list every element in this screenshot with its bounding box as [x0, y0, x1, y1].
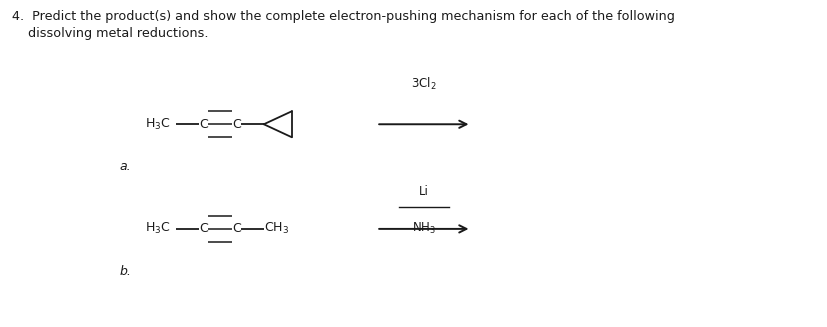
Text: $\mathsf{C}$: $\mathsf{C}$ — [232, 222, 242, 235]
Text: $\mathsf{C}$: $\mathsf{C}$ — [199, 222, 209, 235]
Text: $\mathsf{C}$: $\mathsf{C}$ — [232, 118, 242, 131]
Text: a.: a. — [120, 160, 131, 173]
Text: Li: Li — [419, 185, 428, 198]
Text: $\mathsf{3Cl_2}$: $\mathsf{3Cl_2}$ — [411, 76, 437, 92]
Text: b.: b. — [120, 265, 131, 278]
Text: $\mathsf{CH_3}$: $\mathsf{CH_3}$ — [264, 221, 289, 236]
Text: 4.  Predict the product(s) and show the complete electron-pushing mechanism for : 4. Predict the product(s) and show the c… — [12, 10, 676, 40]
Text: $\mathsf{C}$: $\mathsf{C}$ — [199, 118, 209, 131]
Text: $\mathsf{H_3C}$: $\mathsf{H_3C}$ — [145, 117, 170, 132]
Text: $\mathsf{NH_3}$: $\mathsf{NH_3}$ — [412, 221, 436, 236]
Text: $\mathsf{H_3C}$: $\mathsf{H_3C}$ — [145, 221, 170, 236]
